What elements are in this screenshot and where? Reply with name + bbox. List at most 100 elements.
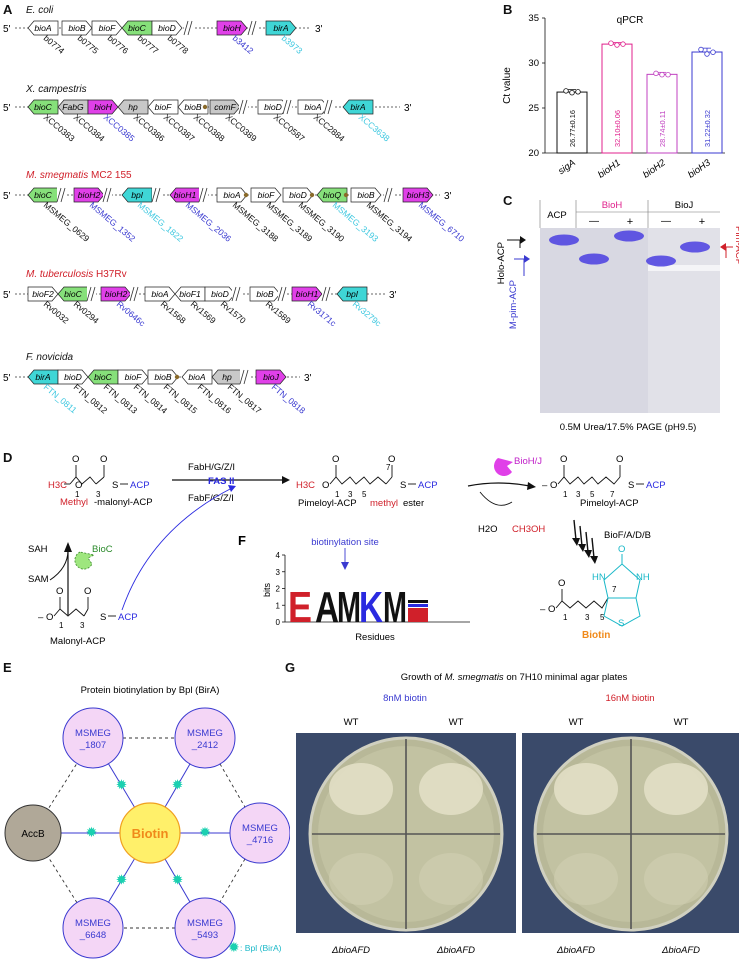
locus-tag: b0777 — [136, 33, 161, 56]
break-gap — [184, 20, 193, 36]
data-point — [575, 89, 581, 95]
gene-label: bioH2 — [105, 289, 128, 299]
protein-node — [62, 707, 124, 769]
gel-artifact — [648, 265, 720, 271]
break-line — [235, 286, 241, 302]
gene-label: bioD — [64, 372, 82, 382]
gene-arrow-birA — [265, 20, 297, 36]
enzymes-label: FabF/G/Z/I — [188, 493, 234, 504]
sam-label: SAM — [28, 574, 49, 585]
value-label: 28.74±0.11 — [658, 111, 667, 147]
five-prime-label: 5' — [3, 191, 11, 202]
arrowhead — [527, 482, 536, 490]
gene-label: bioD — [264, 102, 282, 112]
biofadb-label: BioF/A/D/B — [604, 530, 651, 541]
side-arrow — [479, 491, 513, 506]
gene-arrow-hp — [211, 369, 243, 385]
bioHJ-icon — [494, 458, 513, 476]
carbonyl-o: O — [100, 454, 107, 465]
gene-arrow-bioF — [147, 99, 179, 115]
intergenic-dot — [343, 192, 349, 198]
gene-label: birA — [350, 102, 366, 112]
gene-label: bioC — [34, 102, 52, 112]
minus-label: — — [661, 216, 671, 227]
carbon-num: 5 — [600, 613, 605, 622]
cluster-break — [238, 99, 248, 115]
pim-marker — [725, 246, 733, 258]
panel-a-letter: A — [3, 2, 13, 17]
locus-tag: XCC0387 — [162, 112, 197, 144]
bond — [83, 608, 89, 617]
break-line — [383, 187, 389, 203]
biotinylation-network: Protein biotinylation by Bpl (BirA) ✹ ✹ ✹ ✹ ✹… — [4, 685, 290, 959]
panel-d-letter: D — [3, 450, 13, 465]
three-prime-label: 3' — [304, 373, 312, 384]
motif-letter: M — [337, 583, 361, 632]
bacterial-growth — [644, 853, 708, 905]
gene-label: bioD — [158, 23, 176, 33]
gene-arrow-bioB — [147, 369, 179, 385]
s-atom: S — [112, 480, 118, 491]
enzymes-label: FabH/G/Z/I — [188, 462, 235, 473]
pimeloyl-chain — [557, 476, 621, 485]
break-line — [102, 187, 108, 203]
carbon-num: 3 — [80, 621, 85, 630]
bpl-marker: ✹ — [116, 777, 128, 793]
gene-arrow-bioF — [91, 20, 123, 36]
gene-label: bioB — [154, 372, 171, 382]
wt-label: WT — [344, 717, 359, 728]
intergenic-dot — [202, 104, 208, 110]
carbonyl-o: O — [72, 454, 79, 465]
gene-label: bioB — [256, 289, 273, 299]
carbonyl-o: O — [56, 586, 63, 597]
mutant-label: ΔbioAFD — [331, 945, 370, 956]
gene-label: bioQ — [323, 190, 341, 200]
break-line — [90, 286, 96, 302]
cluster-break — [321, 286, 331, 302]
locus-tag: b3412 — [231, 33, 256, 56]
gene-arrow-bioC — [27, 99, 59, 115]
locus-tag: b0776 — [106, 33, 131, 56]
bacterial-growth — [419, 763, 483, 815]
gene-arrow-bioD — [282, 187, 314, 203]
gene-label: bioC — [128, 23, 146, 33]
o-atom: O — [46, 612, 53, 623]
nh-label: NH — [636, 572, 650, 583]
organism-name: X. campestris — [25, 84, 87, 95]
carbon-num: 1 — [563, 613, 568, 622]
data-point — [698, 46, 704, 53]
cluster-break — [86, 286, 96, 302]
break-line — [56, 187, 62, 203]
carbon-num: 1 — [59, 621, 64, 630]
carbon-num: 1 — [75, 490, 80, 499]
locus-tag: XCC0385 — [102, 112, 137, 144]
break-line — [155, 187, 161, 203]
bioc-label: BioC — [92, 544, 113, 555]
mutant-label: ΔbioAFD — [556, 945, 595, 956]
wt-label: WT — [569, 717, 584, 728]
protein-node-label: _2412 — [191, 740, 218, 751]
locus-tag: XCC0384 — [72, 112, 107, 144]
gene-label: bioH — [94, 102, 112, 112]
y-axis-label: Ct value — [502, 67, 513, 104]
acp: ACP — [130, 480, 150, 491]
locus-tag: Rv0294 — [72, 299, 101, 326]
band-holo-acp — [549, 234, 579, 246]
data-point — [653, 70, 659, 77]
data-point — [665, 71, 671, 78]
bpl-marker: ✹ — [116, 872, 128, 888]
break-line — [86, 286, 92, 302]
break-gap — [130, 286, 139, 302]
gene-arrow-bioH3 — [402, 187, 434, 203]
carbonyl-o: O — [616, 454, 623, 465]
ester-o: O — [322, 480, 329, 491]
gene-arrow-bioH — [216, 20, 248, 36]
arrowhead — [282, 476, 290, 484]
motif-letter: M — [383, 583, 407, 632]
organism-name: M. smegmatis MC2 155 — [26, 170, 132, 181]
arrowhead — [341, 562, 349, 570]
gene-label: hp — [128, 102, 138, 112]
panel-e-letter: E — [3, 660, 12, 675]
value-label: 32.10±0.06 — [613, 110, 622, 147]
bpl-legend-icon: ✹ — [228, 939, 240, 955]
